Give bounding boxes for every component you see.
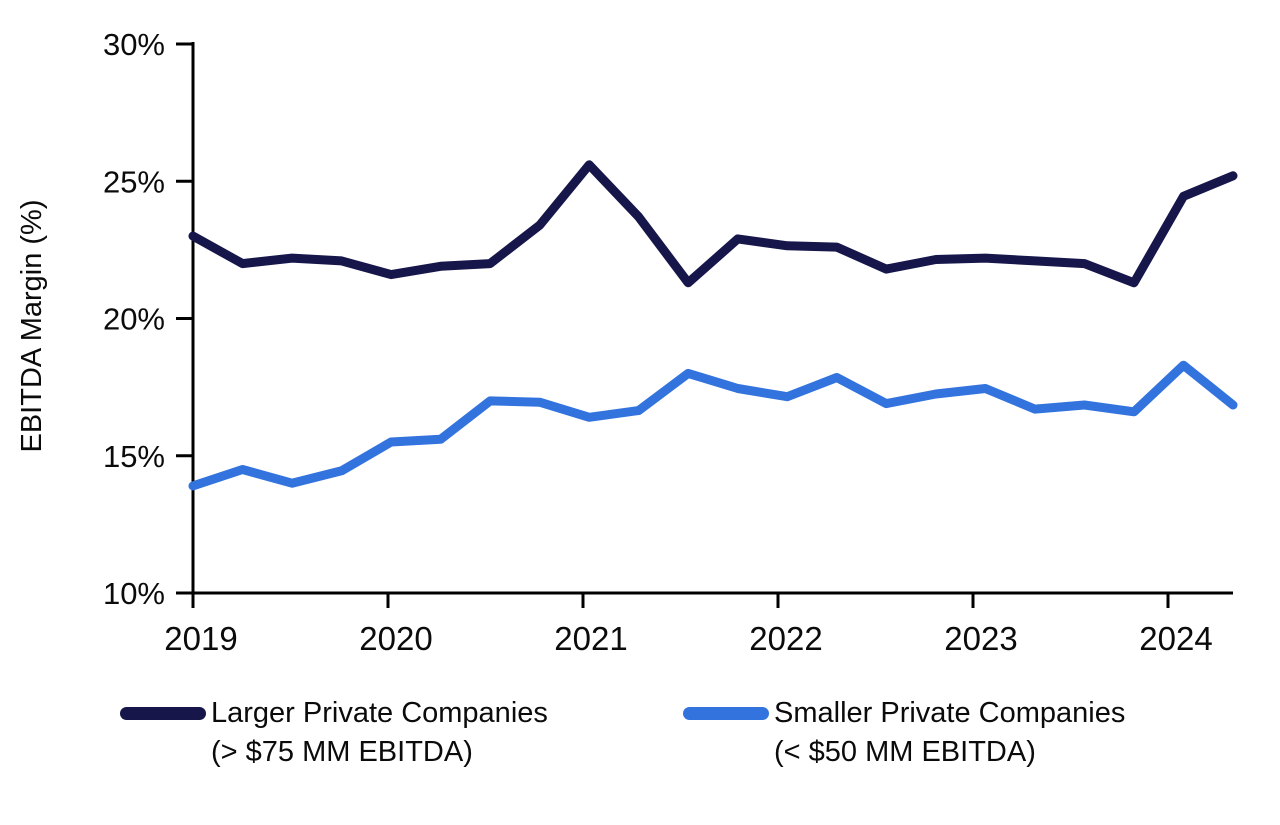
y-tick-label: 25% [103,164,165,199]
legend: Larger Private Companies (> $75 MM EBITD… [0,694,1280,804]
legend-item-smaller-private-companies: Smaller Private Companies (< $50 MM EBIT… [683,694,1125,772]
legend-label-larger: Larger Private Companies [211,697,548,729]
y-axis-title: EBITDA Margin (%) [16,199,48,453]
y-tick-label: 30% [103,27,165,62]
legend-text-larger: Larger Private Companies (> $75 MM EBITD… [211,694,548,772]
x-tick-label: 2023 [944,620,1017,657]
x-tick-label: 2021 [554,620,627,657]
legend-text-smaller: Smaller Private Companies (< $50 MM EBIT… [774,694,1125,772]
legend-sublabel-larger: (> $75 MM EBITDA) [211,736,473,768]
x-tick-label: 2022 [749,620,822,657]
y-tick-label: 10% [103,576,165,611]
x-tick-label: 2020 [359,620,432,657]
y-tick-label: 15% [103,439,165,474]
x-tick-label: 2024 [1139,620,1212,657]
legend-swatch-smaller-line [683,707,769,720]
legend-swatch-larger-line [120,707,206,720]
legend-sublabel-smaller: (< $50 MM EBITDA) [774,736,1036,768]
x-tick-label: 2019 [164,620,237,657]
legend-item-larger-private-companies: Larger Private Companies (> $75 MM EBITD… [120,694,548,772]
series-line-smaller-private-companies [188,360,1238,491]
series-line-larger-private-companies [188,160,1238,288]
legend-label-smaller: Smaller Private Companies [774,697,1126,729]
y-tick-label: 20% [103,302,165,337]
